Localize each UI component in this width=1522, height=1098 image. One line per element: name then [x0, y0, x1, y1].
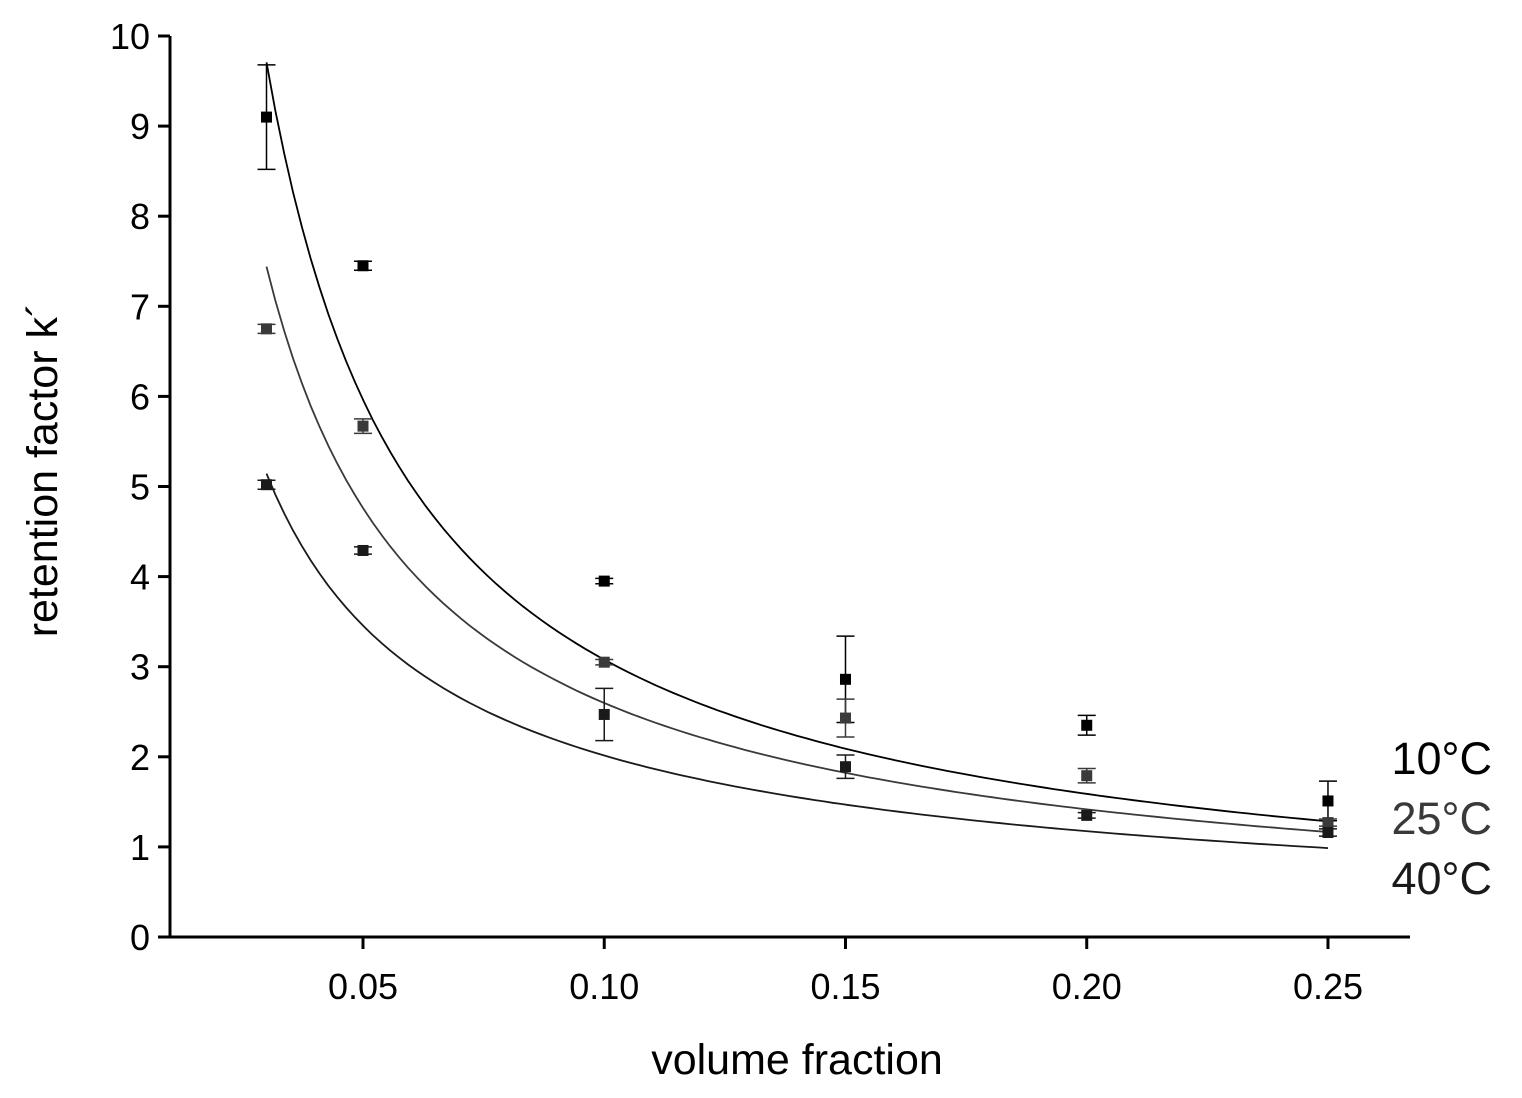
- error-bars: [257, 64, 1337, 837]
- y-tick-label: 7: [130, 286, 150, 327]
- x-axis-label: volume fraction: [651, 1036, 943, 1084]
- data-point: [1081, 770, 1093, 782]
- data-point: [598, 708, 610, 720]
- legend-label: 10°C: [1391, 733, 1492, 784]
- data-point: [839, 673, 851, 685]
- x-tick-label: 0.20: [1052, 966, 1122, 1007]
- fit-curve: [265, 266, 1329, 833]
- y-tick-label: 6: [130, 376, 150, 417]
- data-point: [839, 712, 851, 724]
- y-tick-label: 4: [130, 557, 150, 598]
- data-point: [357, 260, 369, 272]
- fit-curve: [265, 473, 1329, 849]
- y-tick-label: 1: [130, 827, 150, 868]
- y-axis-label: retention factor k´: [19, 303, 67, 638]
- x-tick-label: 0.05: [328, 966, 398, 1007]
- data-point: [1081, 809, 1093, 821]
- legend: 10°C 25°C 40°C: [1391, 733, 1492, 904]
- data-point: [357, 420, 369, 432]
- x-tick-label: 0.15: [810, 966, 880, 1007]
- y-tick-label: 10: [110, 16, 150, 57]
- y-tick-label: 5: [130, 467, 150, 508]
- data-point: [839, 761, 851, 773]
- axes: 0 1 2 3 4 5 6 7 8 9 10 0.05 0.10 0.15 0.20 0.25: [110, 16, 1410, 1007]
- fit-curve: [265, 62, 1329, 823]
- x-tick-label: 0.25: [1293, 966, 1363, 1007]
- data-point: [1322, 795, 1334, 807]
- data-point: [357, 544, 369, 556]
- data-point: [260, 323, 272, 335]
- y-tick-label: 2: [130, 737, 150, 778]
- y-tick-label: 9: [130, 106, 150, 147]
- legend-label: 40°C: [1391, 853, 1492, 904]
- y-tick-label: 8: [130, 196, 150, 237]
- fit-curves: [265, 62, 1329, 849]
- data-points: [260, 111, 1334, 838]
- data-point: [260, 479, 272, 491]
- y-tick-label: 0: [130, 917, 150, 958]
- data-point: [260, 111, 272, 123]
- data-point: [598, 575, 610, 587]
- data-point: [1322, 826, 1334, 838]
- data-point: [1322, 817, 1334, 829]
- data-point: [598, 656, 610, 668]
- legend-label: 25°C: [1391, 793, 1492, 844]
- y-tick-label: 3: [130, 647, 150, 688]
- data-point: [1081, 719, 1093, 731]
- x-tick-label: 0.10: [569, 966, 639, 1007]
